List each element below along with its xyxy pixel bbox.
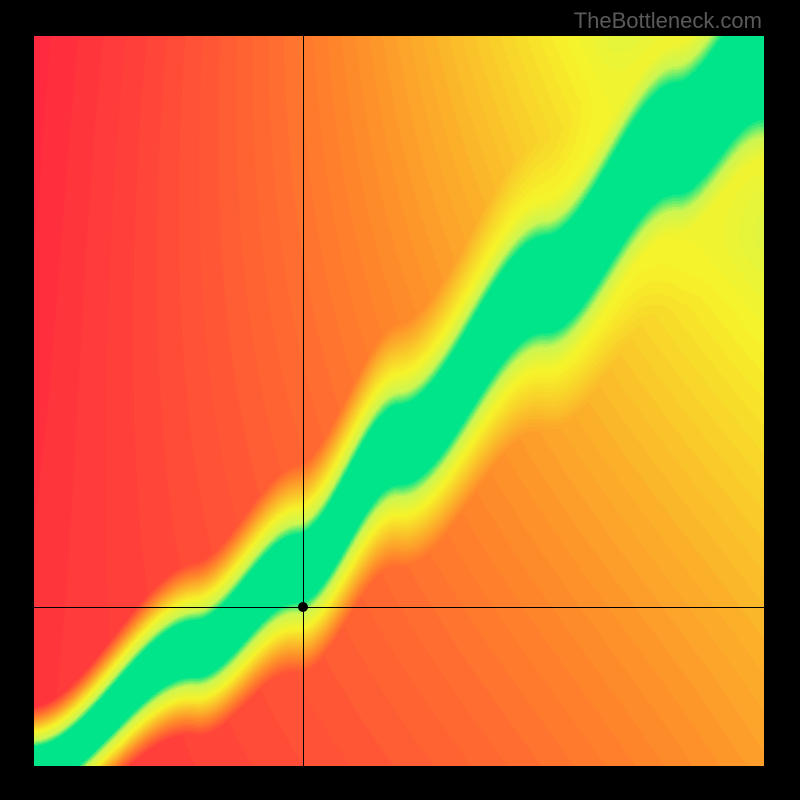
watermark-text: TheBottleneck.com xyxy=(574,8,762,34)
plot-area xyxy=(34,36,764,766)
heatmap-canvas xyxy=(34,36,764,766)
crosshair-horizontal xyxy=(34,607,764,608)
crosshair-vertical xyxy=(303,36,304,766)
crosshair-marker-dot xyxy=(298,602,308,612)
